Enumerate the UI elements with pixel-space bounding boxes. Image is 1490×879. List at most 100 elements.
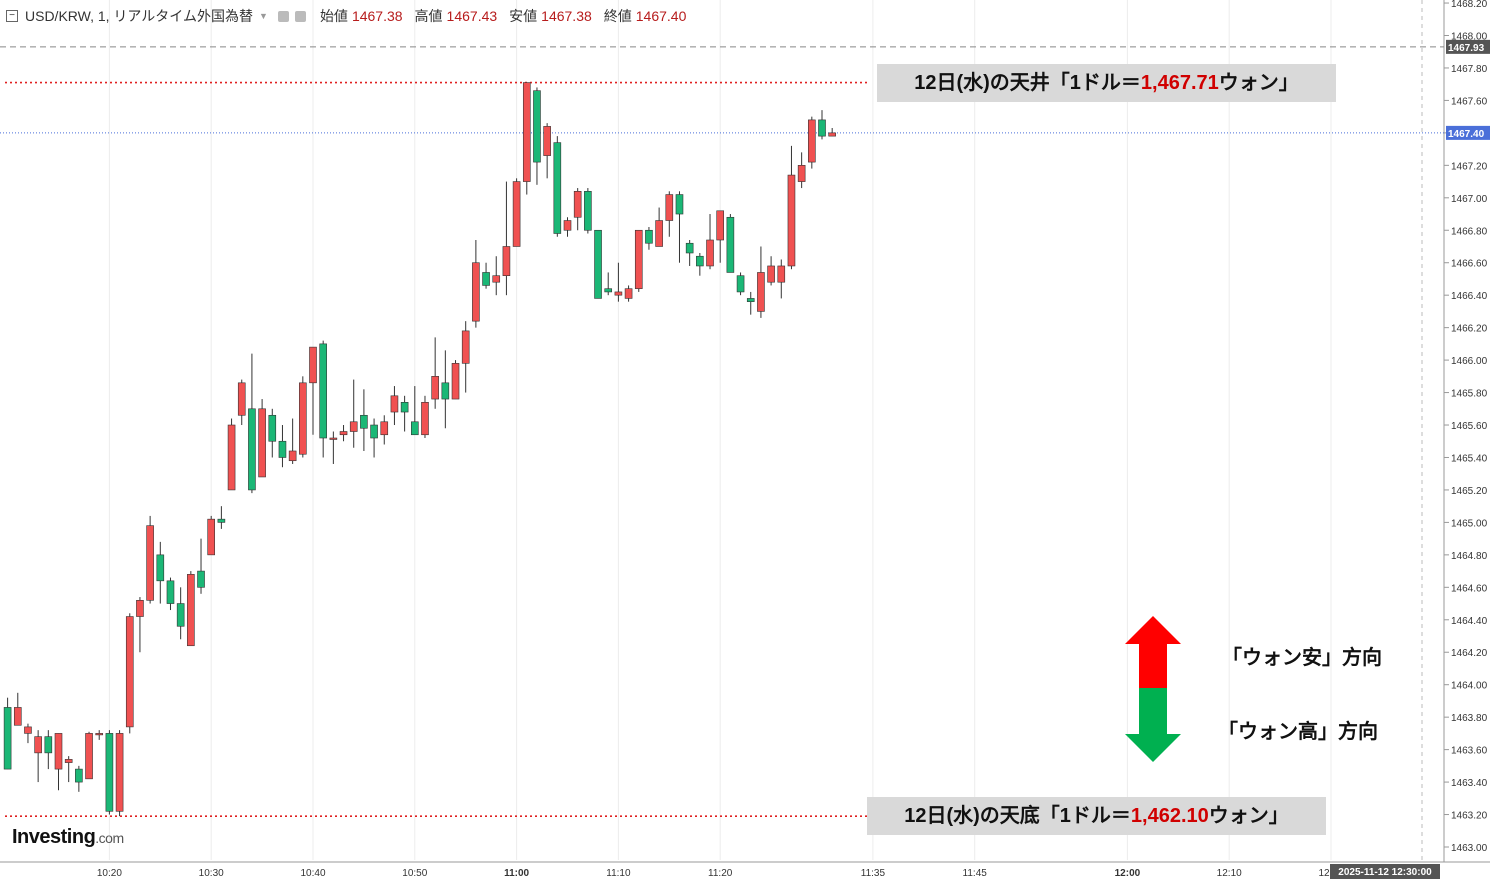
candle [136,597,144,653]
candle [309,346,317,435]
candle-body [64,759,73,763]
chart-legend: − USD/KRW, 1, リアルタイム外国為替 ▼ 始値 1467.38 高値… [6,6,686,26]
direction-arrow [1125,616,1181,762]
close-value: 1467.40 [635,8,687,24]
settings-icon[interactable] [294,10,306,22]
candle [716,210,725,263]
chevron-down-icon[interactable]: ▼ [259,11,268,21]
price-tick-label: 1465.80 [1451,389,1488,400]
high-annotation-suffix: ウォン」 [1218,72,1299,94]
low-value: 1467.38 [541,8,592,24]
candle-body [400,401,409,413]
candle-body [156,554,165,582]
eye-icon[interactable] [277,10,289,22]
candle [299,376,307,458]
time-tick-label: 11:35 [861,868,886,879]
candle [360,389,368,451]
candle-body [136,600,144,617]
price-tick-label: 1467.00 [1451,194,1488,205]
candle [431,337,439,409]
candle [726,214,735,273]
candle [614,262,623,302]
collapse-icon[interactable]: − [6,10,18,22]
candle-body [533,90,541,163]
candle-body [563,220,572,231]
candle [461,321,470,393]
candle [95,730,104,740]
price-tick-label: 1466.20 [1451,324,1488,335]
candle-body [187,574,195,647]
candle-body [502,246,511,277]
arrow-up-icon [1125,616,1181,688]
candle-body [522,82,531,182]
candle-body [573,191,582,218]
candle [187,571,195,647]
candle-body [44,736,53,754]
symbol-title[interactable]: USD/KRW, 1, リアルタイム外国為替 [25,8,254,24]
won-weak-label: 「ウォン安」方向 [1222,647,1382,669]
candle [370,418,378,458]
candle [502,181,511,296]
candle-body [85,733,93,780]
candle-body [197,570,205,588]
investing-logo: Investing.com [12,826,124,849]
candle-body [787,174,796,267]
candle-body [685,242,694,254]
candle [482,262,490,289]
candle [512,178,521,247]
price-tick-label: 1464.20 [1451,648,1488,659]
close-label: 終値 [603,8,632,24]
candle-body [176,603,185,627]
candle [34,730,42,783]
price-tick-label: 1465.00 [1451,518,1488,529]
candle-body [299,382,307,455]
price-axis[interactable]: 1463.00 1463.20 1463.40 1463.60 1463.80 1464.… [1444,0,1490,854]
candle [451,360,460,400]
candle [146,515,154,604]
candle-body [746,298,755,302]
candle [573,188,582,231]
price-tick-label: 1463.40 [1451,778,1488,789]
time-tick-label: 11:00 [504,868,529,879]
price-tick-label: 1465.20 [1451,486,1488,497]
candle-body [125,616,134,728]
price-tick-label: 1463.60 [1451,746,1488,757]
time-axis[interactable]: 10:20 10:30 10:40 10:50 11:00 11:10 11:20 11:35… [97,864,1440,879]
candle [472,239,480,328]
candle-body [54,733,63,770]
candle [736,272,745,296]
candle [217,506,226,529]
arrow-down-icon [1125,688,1181,762]
price-tick-label: 1467.20 [1451,161,1488,172]
candle [818,110,826,140]
candle-body [380,421,389,436]
open-value: 1467.38 [351,8,403,24]
candle-body [431,376,439,400]
candle-body [716,210,725,241]
candle-body [288,450,297,462]
candle [675,191,684,263]
price-tick-label: 1463.20 [1451,811,1488,822]
price-tick-label: 1465.60 [1451,421,1488,432]
candle-body [543,126,551,156]
price-tick-label: 1466.80 [1451,226,1488,237]
candle-body [3,707,12,770]
candle-body [217,518,226,523]
price-tick-label: 1464.80 [1451,551,1488,562]
price-tick-label: 1466.00 [1451,356,1488,367]
candle [24,723,32,744]
price-marker-badge [1446,39,1490,54]
candle [339,425,348,442]
candle [268,408,277,458]
candle-body [482,272,490,286]
time-tick-label: 12:00 [1115,868,1141,879]
candle-body [75,768,83,783]
price-marker-badge [1446,125,1490,140]
time-badge-label: 2025-11-12 12:30:00 [1338,867,1432,878]
candle-body [767,265,775,283]
candle-body [319,343,327,439]
reference-lines [0,46,1444,817]
candle-body [258,408,266,478]
candle [390,386,399,426]
